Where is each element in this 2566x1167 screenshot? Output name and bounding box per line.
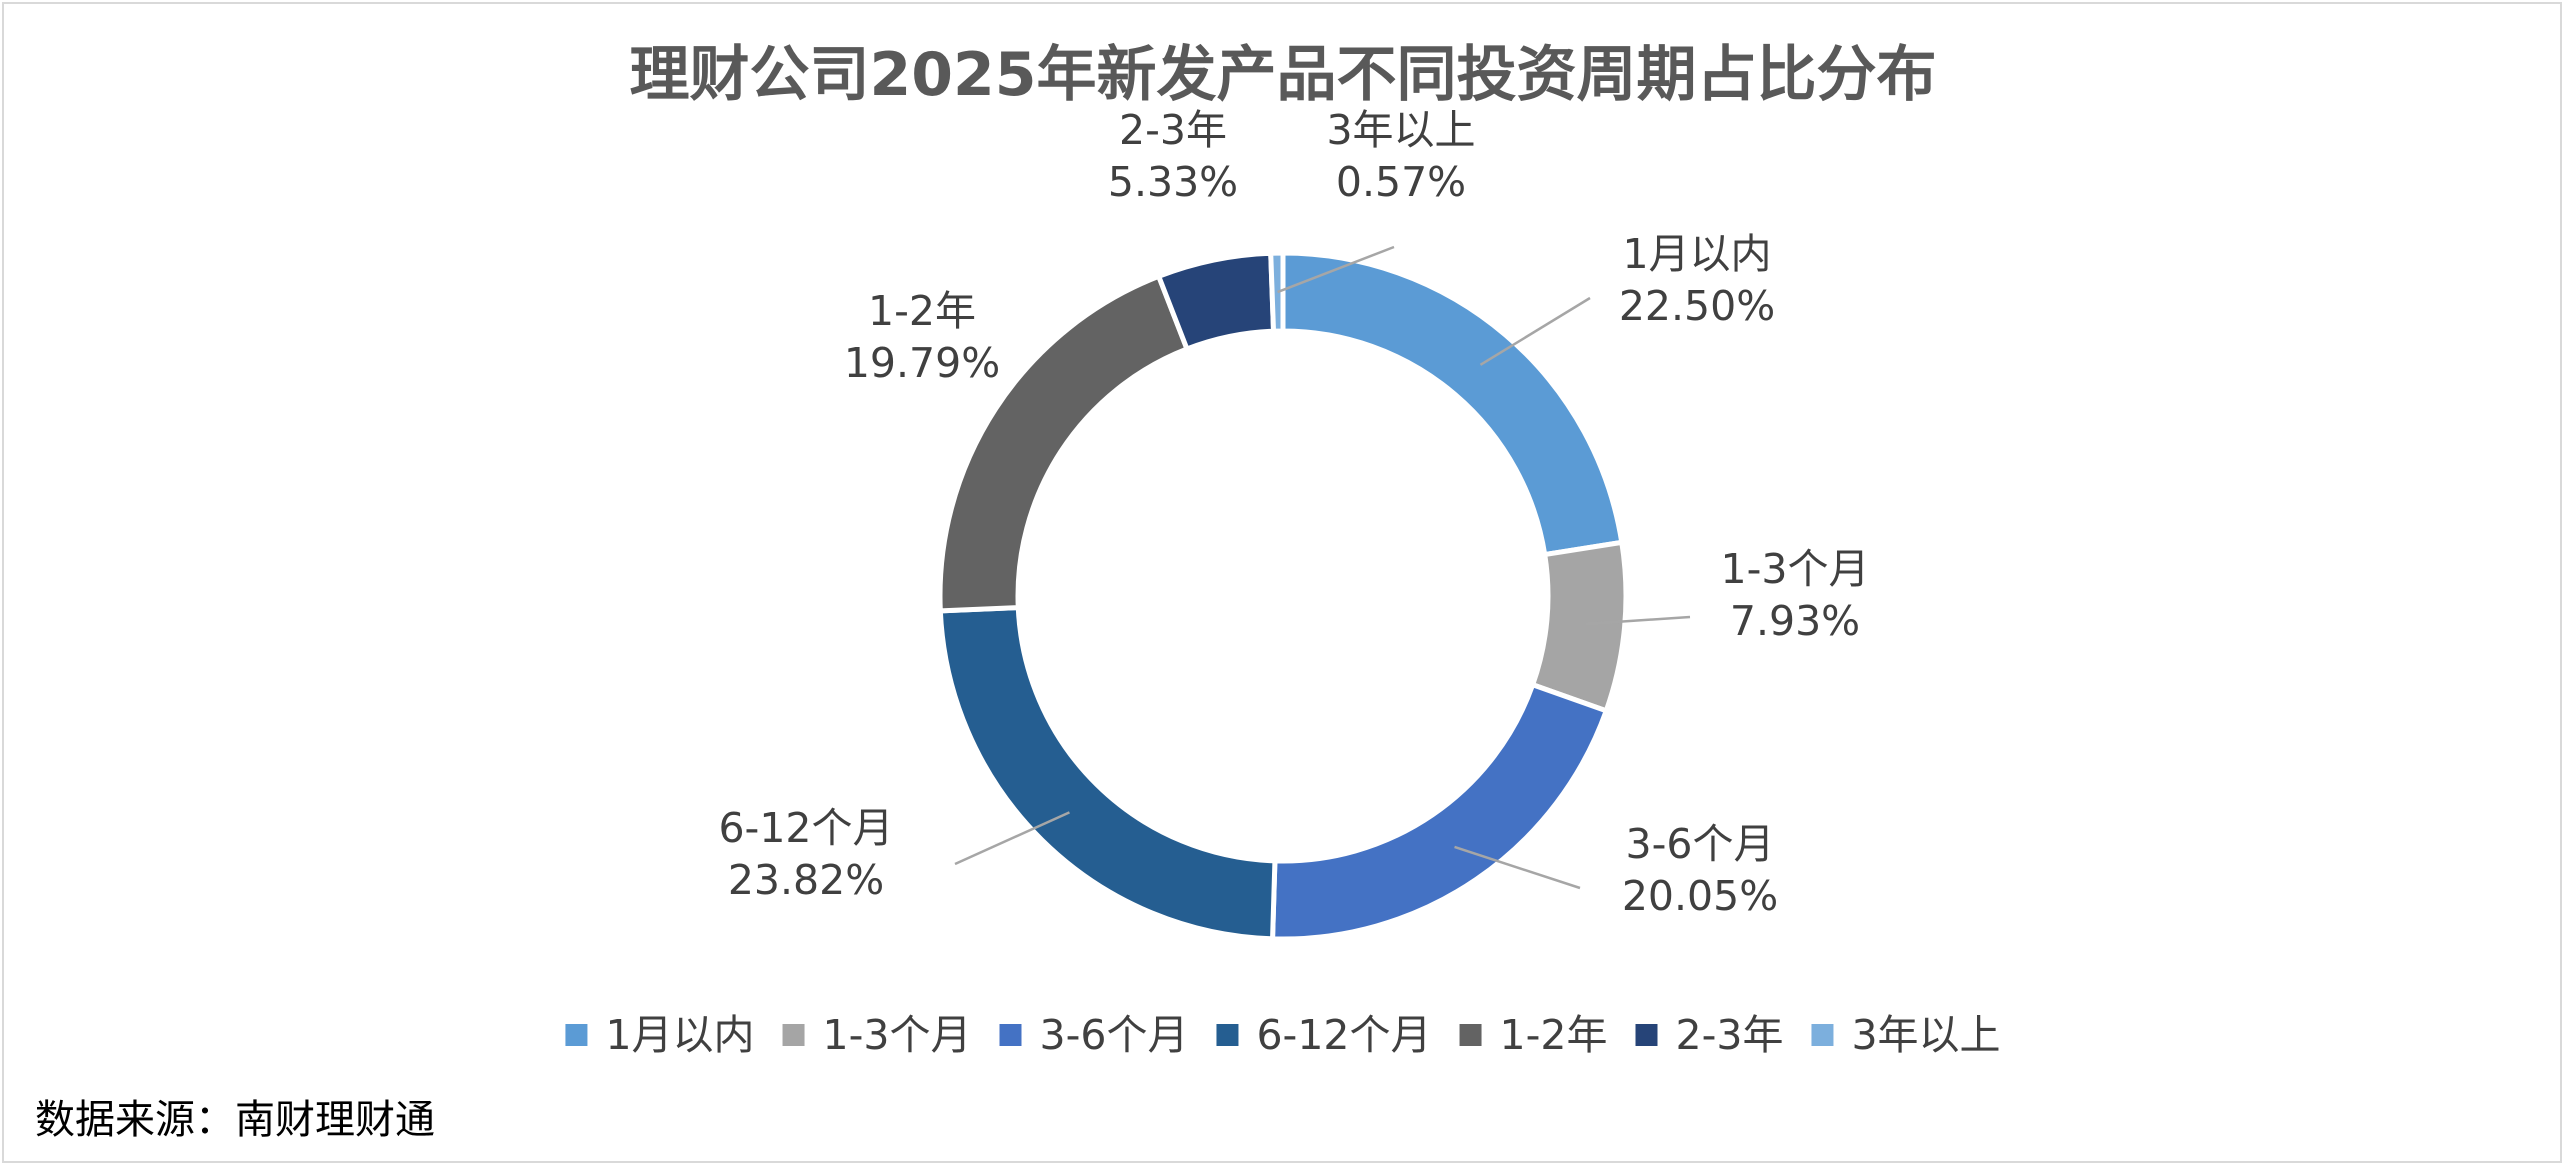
legend-label-3: 3-6个月 bbox=[1040, 1011, 1189, 1059]
chart-title: 理财公司2025年新发产品不同投资周期占比分布 bbox=[630, 40, 1937, 110]
leader-line-2 bbox=[1585, 615, 1691, 626]
legend-label-2: 1-3个月 bbox=[823, 1011, 972, 1059]
data-label-value-4: 23.82% bbox=[728, 856, 884, 904]
legend-swatch-7 bbox=[1811, 1024, 1834, 1046]
leader-lines-group bbox=[954, 245, 1691, 890]
legend-label-6: 2-3年 bbox=[1676, 1011, 1784, 1059]
leader-line-4 bbox=[954, 811, 1070, 866]
legend-label-4: 6-12个月 bbox=[1256, 1011, 1431, 1059]
data-label-value-1: 22.50% bbox=[1619, 282, 1775, 330]
leader-line-1 bbox=[1479, 296, 1591, 366]
doughnut-slice-5 bbox=[937, 273, 1191, 614]
legend-swatch-6 bbox=[1635, 1024, 1658, 1046]
slices-group bbox=[937, 250, 1629, 942]
data-label-category-1: 1月以内 bbox=[1622, 230, 1771, 278]
data-label-category-3: 3-6个月 bbox=[1626, 820, 1775, 868]
legend-label-1: 1月以内 bbox=[605, 1011, 754, 1059]
data-label-category-4: 6-12个月 bbox=[718, 804, 893, 852]
legend-swatch-3 bbox=[999, 1024, 1022, 1046]
legend-swatch-4 bbox=[1216, 1024, 1239, 1046]
data-label-value-7: 0.57% bbox=[1336, 158, 1466, 206]
data-label-category-2: 1-3个月 bbox=[1721, 545, 1870, 593]
data-label-value-3: 20.05% bbox=[1622, 872, 1778, 920]
legend-swatch-5 bbox=[1459, 1024, 1482, 1046]
data-label-category-6: 2-3年 bbox=[1119, 106, 1227, 154]
doughnut-slice-2 bbox=[1529, 539, 1629, 715]
legend: 1月以内 1-3个月 3-6个月 6-12个月 1-2年 2-3年 3年以上 bbox=[565, 1011, 2001, 1059]
doughnut-slice-3 bbox=[1269, 681, 1610, 942]
data-label-value-6: 5.33% bbox=[1108, 158, 1238, 206]
data-label-category-7: 3年以上 bbox=[1326, 106, 1475, 154]
legend-swatch-2 bbox=[782, 1024, 805, 1046]
data-label-value-5: 19.79% bbox=[844, 339, 1000, 387]
legend-label-7: 3年以上 bbox=[1851, 1011, 2000, 1059]
leader-line-7 bbox=[1277, 245, 1395, 294]
legend-swatch-1 bbox=[565, 1024, 588, 1046]
doughnut-slice-7 bbox=[1268, 250, 1286, 334]
leader-line-3 bbox=[1454, 845, 1581, 890]
legend-label-5: 1-2年 bbox=[1500, 1011, 1608, 1059]
doughnut-slice-4 bbox=[937, 604, 1278, 942]
doughnut-slice-1 bbox=[1280, 250, 1625, 558]
data-label-category-5: 1-2年 bbox=[868, 287, 976, 335]
data-label-value-2: 7.93% bbox=[1730, 597, 1860, 645]
source-note: 数据来源：南财理财通 bbox=[35, 1097, 435, 1143]
